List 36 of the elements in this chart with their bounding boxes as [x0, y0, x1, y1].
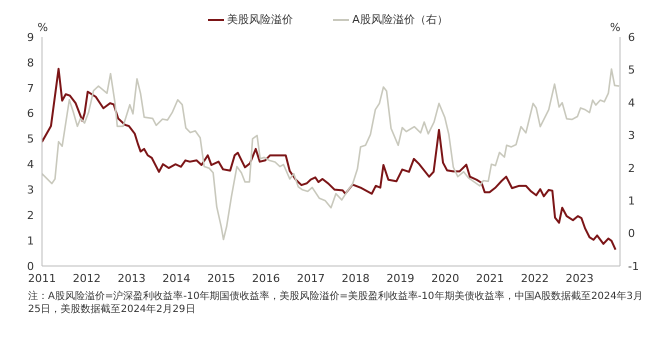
y-tick-label: 6	[27, 107, 34, 120]
y-tick-label: 9	[27, 30, 34, 44]
y-tick-label: 2	[27, 209, 34, 222]
y-tick-label: 3	[27, 184, 34, 197]
x-tick-label: 2020	[431, 272, 460, 285]
legend-label: A股风险溢价（右）	[352, 12, 448, 27]
x-tick-label: 2013	[118, 272, 146, 285]
text: 注：A股风险溢价=沪深盈利收益率-10年期国债收益率，美股风险溢价=美股盈利收益率-10年期美债收益率，中国A股数据截至2024年3月25日，美股数据截至2024年2月29日	[28, 290, 644, 316]
x-tick-label: 2011	[28, 272, 56, 285]
y-tick-label: 5	[27, 132, 34, 146]
y-tick-label: 1	[27, 234, 34, 248]
x-tick-label: 2014	[162, 272, 190, 285]
y2-tick-label: -1	[628, 260, 639, 273]
x-tick-label: 2015	[207, 272, 236, 285]
y-tick-label: 7	[27, 82, 34, 95]
y-tick-label: 4	[27, 158, 34, 172]
x-tick-label: 2012	[72, 272, 101, 285]
y2-tick-label: 2	[628, 162, 635, 175]
y2-tick-label: 4	[628, 96, 635, 110]
y2-axis-title: %	[610, 20, 620, 34]
x-tick-label: 2019	[386, 272, 414, 285]
x-tick-label: 2018	[342, 272, 370, 285]
legend-label: 美股风险溢价	[227, 12, 294, 27]
y-axis-title: %	[38, 20, 48, 34]
y2-tick-label: 1	[628, 194, 635, 208]
x-tick-label: 2016	[252, 272, 280, 285]
y-tick-label: 0	[27, 260, 34, 273]
x-tick-label: 2023	[566, 272, 594, 285]
x-tick-label: 2022	[520, 272, 549, 285]
y2-tick-label: 0	[628, 227, 635, 240]
y2-tick-label: 5	[628, 64, 635, 77]
x-tick-label: 2021	[476, 272, 504, 285]
y2-tick-label: 3	[628, 129, 635, 142]
x-tick-label: 2017	[296, 272, 325, 285]
y2-tick-label: 6	[628, 30, 635, 44]
y-tick-label: 8	[27, 56, 34, 70]
